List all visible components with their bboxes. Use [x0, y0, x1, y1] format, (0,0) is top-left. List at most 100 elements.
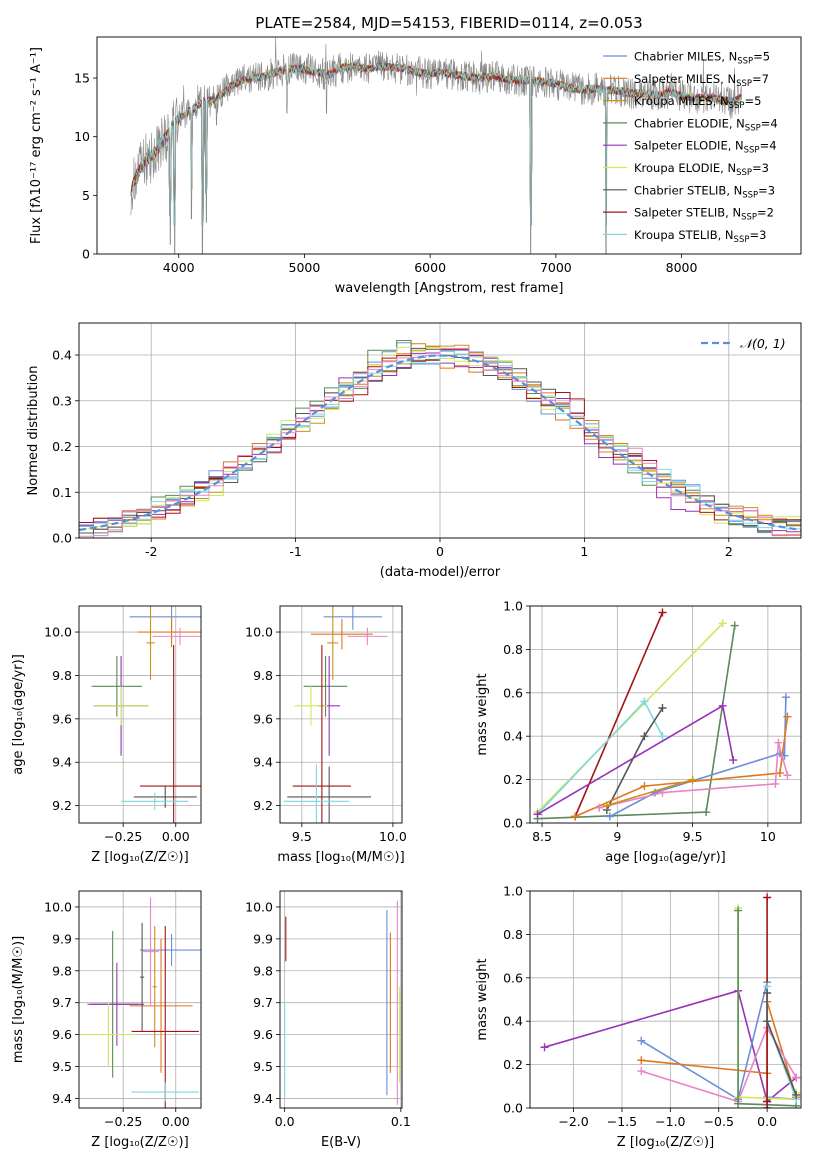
- legend-label-tail: =5: [744, 94, 761, 108]
- series-line-salpeter-stelib: [574, 612, 664, 817]
- axes-frame: [78, 322, 802, 539]
- series-line-chabrier-stelib: [766, 993, 797, 1096]
- plot-area-age_vs_mass: [283, 606, 388, 823]
- series-line-salpeter-elodie: [537, 704, 734, 815]
- y-tick-label: 9.2: [253, 798, 273, 813]
- y-tick-label: 9.6: [253, 1027, 273, 1042]
- x-tick-label: 8000: [666, 260, 698, 275]
- x-tick-label: 10: [760, 829, 776, 844]
- legend-label: Salpeter STELIB, NSSP=2: [634, 206, 774, 223]
- legend-label-tail: =3: [749, 228, 766, 242]
- axes-frame: [96, 36, 802, 255]
- y-tick-label: 9.9: [253, 931, 273, 946]
- axes-massweight_vs_Z: −2.0 −1.5 −1.0 −0.5 0.0 0.0 0.2 0.4 0.6 0.8 1.0 Z […: [475, 884, 802, 1150]
- x-tick-label: 0.0: [275, 1114, 295, 1129]
- series-marker-kroupa-stelib: [640, 697, 649, 706]
- series-marker-salpeter-elodie: [533, 810, 542, 819]
- series-marker-kroupa-stelib: [658, 732, 667, 741]
- y-axis-label: mass [log₁₀(M/M☉)]: [11, 936, 26, 1063]
- axes-frame: [279, 890, 403, 1109]
- y-tick-label: 9.6: [52, 711, 72, 726]
- y-tick-label: 0.6: [503, 970, 523, 985]
- series-marker-salpeter-miles: [571, 812, 580, 821]
- x-tick-label: −0.25: [104, 1114, 142, 1129]
- plot-area-mass_vs_Z: [81, 897, 201, 1108]
- y-tick-label: 0: [82, 247, 90, 262]
- series-marker-pink: [771, 779, 780, 788]
- x-tick-label: 9.5: [292, 829, 312, 844]
- axes-spectrum: 4000 5000 6000 7000 8000 0 5 10 15 wavelength [An…: [29, 36, 802, 296]
- y-tick-label: 9.4: [52, 1091, 72, 1106]
- axes-residuals: -2 -1 0 1 2 0.0 0.1 0.2 0.3 0.4 (data-model)/error…: [26, 322, 802, 580]
- y-tick-label: 0.8: [503, 642, 523, 657]
- legend-label-sub: SSP: [745, 123, 761, 133]
- y-axis-label: age [log₁₀(age/yr)]: [11, 654, 26, 775]
- series-marker-salpeter-stelib: [763, 893, 772, 902]
- y-tick-label: 9.5: [253, 1059, 273, 1074]
- y-tick-label: 9.4: [253, 1091, 273, 1106]
- y-tick-label: 0.6: [503, 685, 523, 700]
- legend-label-main: Chabrier MILES, N: [634, 50, 737, 64]
- y-tick-label: 9.4: [253, 755, 273, 770]
- x-tick-label: -2: [145, 544, 157, 559]
- legend-label-tail: =3: [758, 183, 775, 197]
- y-tick-label: 1.0: [503, 884, 523, 899]
- x-tick-label: -1: [289, 544, 301, 559]
- legend-label-sub: SSP: [737, 57, 753, 67]
- y-tick-label: 0.4: [503, 729, 523, 744]
- x-tick-label: 0: [436, 544, 444, 559]
- series-marker-chabrier-elodie: [734, 906, 743, 915]
- plot-area-age_vs_Z: [91, 606, 201, 823]
- series-marker-pink: [783, 771, 792, 780]
- legend-label: Chabrier MILES, NSSP=5: [634, 50, 770, 67]
- legend-label-tail: =4: [761, 116, 778, 130]
- plot-area-mass_vs_EBV: [284, 900, 401, 1105]
- y-tick-label: 9.7: [253, 995, 273, 1010]
- series-marker-chabrier-stelib: [792, 1090, 801, 1099]
- y-tick-label: 0.4: [52, 348, 72, 363]
- axes-massweight_vs_age: 8.5 9 9.5 10 0.0 0.2 0.4 0.6 0.8 1.0 age [log₁₀(ag…: [475, 599, 802, 865]
- histogram-pink: [79, 347, 801, 538]
- y-tick-label: 9.8: [253, 668, 273, 683]
- x-tick-label: 0.00: [162, 1114, 190, 1129]
- x-axis-label: Z [log₁₀(Z/Z☉)]: [91, 850, 188, 865]
- axes-age_vs_Z: −0.25 0.00 9.2 9.4 9.6 9.8 10.0 Z [log₁₀(Z/Z☉)]…: [11, 605, 202, 865]
- legend-label: Kroupa MILES, NSSP=5: [634, 94, 761, 111]
- x-tick-label: 0.00: [162, 829, 190, 844]
- y-tick-label: 10: [74, 129, 90, 144]
- legend-label-sub: SSP: [741, 213, 757, 223]
- legend-label-tail: =2: [757, 206, 774, 220]
- y-tick-label: 9.6: [253, 711, 273, 726]
- y-tick-label: 9.6: [52, 1027, 72, 1042]
- legend-label-tail: =3: [752, 161, 769, 175]
- legend-label: Kroupa STELIB, NSSP=3: [634, 228, 766, 245]
- x-axis-label: Z [log₁₀(Z/Z☉)]: [91, 1135, 188, 1150]
- x-tick-label: 6000: [414, 260, 446, 275]
- series-marker-salpeter-elodie: [729, 756, 738, 765]
- y-tick-label: 5: [82, 188, 90, 203]
- series-marker-kroupa-elodie: [718, 619, 727, 628]
- series-marker-salpeter-stelib: [763, 1104, 772, 1108]
- series-marker-pink: [637, 1067, 646, 1076]
- series-marker-pink: [595, 803, 604, 812]
- plot-area-massweight_vs_Z: [540, 893, 801, 1108]
- y-axis-label: mass weight: [475, 958, 490, 1040]
- series-marker-salpeter-elodie: [540, 1043, 549, 1052]
- y-tick-label: 1.0: [503, 599, 523, 614]
- legend-label: Chabrier STELIB, NSSP=3: [634, 183, 775, 200]
- axes-frame: [78, 605, 202, 824]
- legend-label: Kroupa ELODIE, NSSP=3: [634, 161, 769, 178]
- x-tick-label: −2.0: [558, 1114, 588, 1129]
- series-marker-chabrier-elodie: [730, 621, 739, 630]
- x-tick-label: 9.5: [683, 829, 703, 844]
- series-marker-kroupa-miles: [602, 801, 611, 810]
- legend-label-tail: =4: [760, 139, 777, 153]
- series-marker-pink: [792, 1073, 801, 1082]
- y-tick-label: 9.7: [52, 995, 72, 1010]
- legend-label-main: Salpeter MILES, N: [634, 72, 736, 86]
- series-marker-salpeter-miles: [775, 769, 784, 778]
- legend-label-sub: SSP: [744, 146, 760, 156]
- y-tick-label: 0.2: [503, 1057, 523, 1072]
- series-line-kroupa-miles: [606, 778, 693, 807]
